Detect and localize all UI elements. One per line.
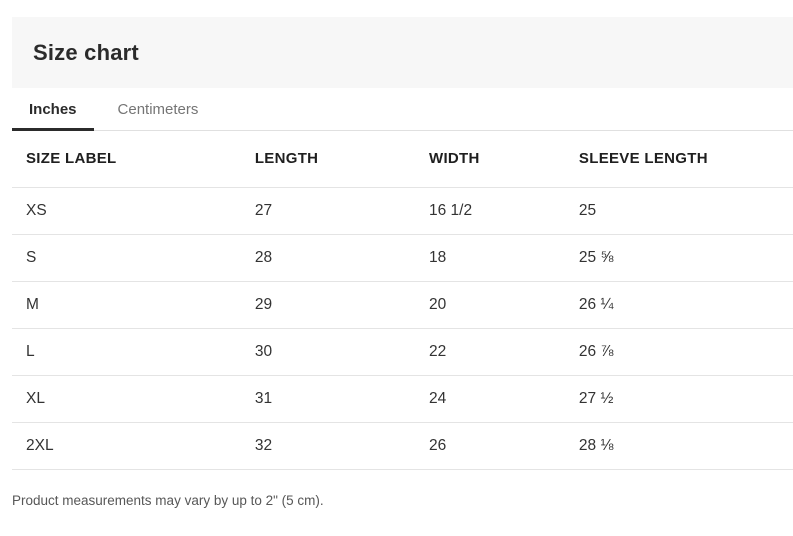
table-row: XS 27 16 1/2 25	[12, 187, 793, 235]
cell-sleeve: 26 ¼	[564, 281, 793, 329]
cell-size: XL	[12, 375, 241, 423]
cell-length: 32	[240, 422, 415, 470]
cell-size: 2XL	[12, 422, 241, 470]
table-row: M 29 20 26 ¼	[12, 281, 793, 329]
unit-tabs: Inches Centimeters	[12, 88, 793, 131]
measurement-note: Product measurements may vary by up to 2…	[12, 492, 324, 508]
table-row: S 28 18 25 ⅝	[12, 234, 793, 282]
tab-centimeters[interactable]: Centimeters	[101, 88, 216, 130]
cell-width: 22	[414, 328, 565, 376]
table-header-row: SIZE LABEL LENGTH WIDTH SLEEVE LENGTH	[12, 131, 793, 188]
cell-width: 16 1/2	[414, 187, 565, 235]
size-chart-header: Size chart	[12, 17, 793, 88]
size-chart-widget: Size chart Inches Centimeters SIZE LABEL…	[12, 0, 793, 508]
column-header-size-label: SIZE LABEL	[12, 131, 241, 188]
tab-inches[interactable]: Inches	[12, 88, 94, 131]
cell-length: 29	[240, 281, 415, 329]
size-table: SIZE LABEL LENGTH WIDTH SLEEVE LENGTH XS…	[12, 131, 793, 470]
cell-length: 30	[240, 328, 415, 376]
cell-sleeve: 28 ⅛	[564, 422, 793, 470]
cell-length: 27	[240, 187, 415, 235]
table-row: L 30 22 26 ⅞	[12, 328, 793, 376]
table-row: XL 31 24 27 ½	[12, 375, 793, 423]
cell-width: 18	[414, 234, 565, 282]
cell-size: XS	[12, 187, 241, 235]
cell-sleeve: 25	[564, 187, 793, 235]
column-header-length: LENGTH	[240, 131, 415, 188]
cell-length: 28	[240, 234, 415, 282]
cell-size: M	[12, 281, 241, 329]
table-row: 2XL 32 26 28 ⅛	[12, 422, 793, 470]
cell-sleeve: 26 ⅞	[564, 328, 793, 376]
column-header-width: WIDTH	[414, 131, 565, 188]
cell-width: 24	[414, 375, 565, 423]
page-title: Size chart	[33, 39, 139, 65]
cell-length: 31	[240, 375, 415, 423]
cell-width: 20	[414, 281, 565, 329]
cell-size: S	[12, 234, 241, 282]
cell-size: L	[12, 328, 241, 376]
cell-width: 26	[414, 422, 565, 470]
cell-sleeve: 25 ⅝	[564, 234, 793, 282]
column-header-sleeve-length: SLEEVE LENGTH	[564, 131, 793, 188]
cell-sleeve: 27 ½	[564, 375, 793, 423]
